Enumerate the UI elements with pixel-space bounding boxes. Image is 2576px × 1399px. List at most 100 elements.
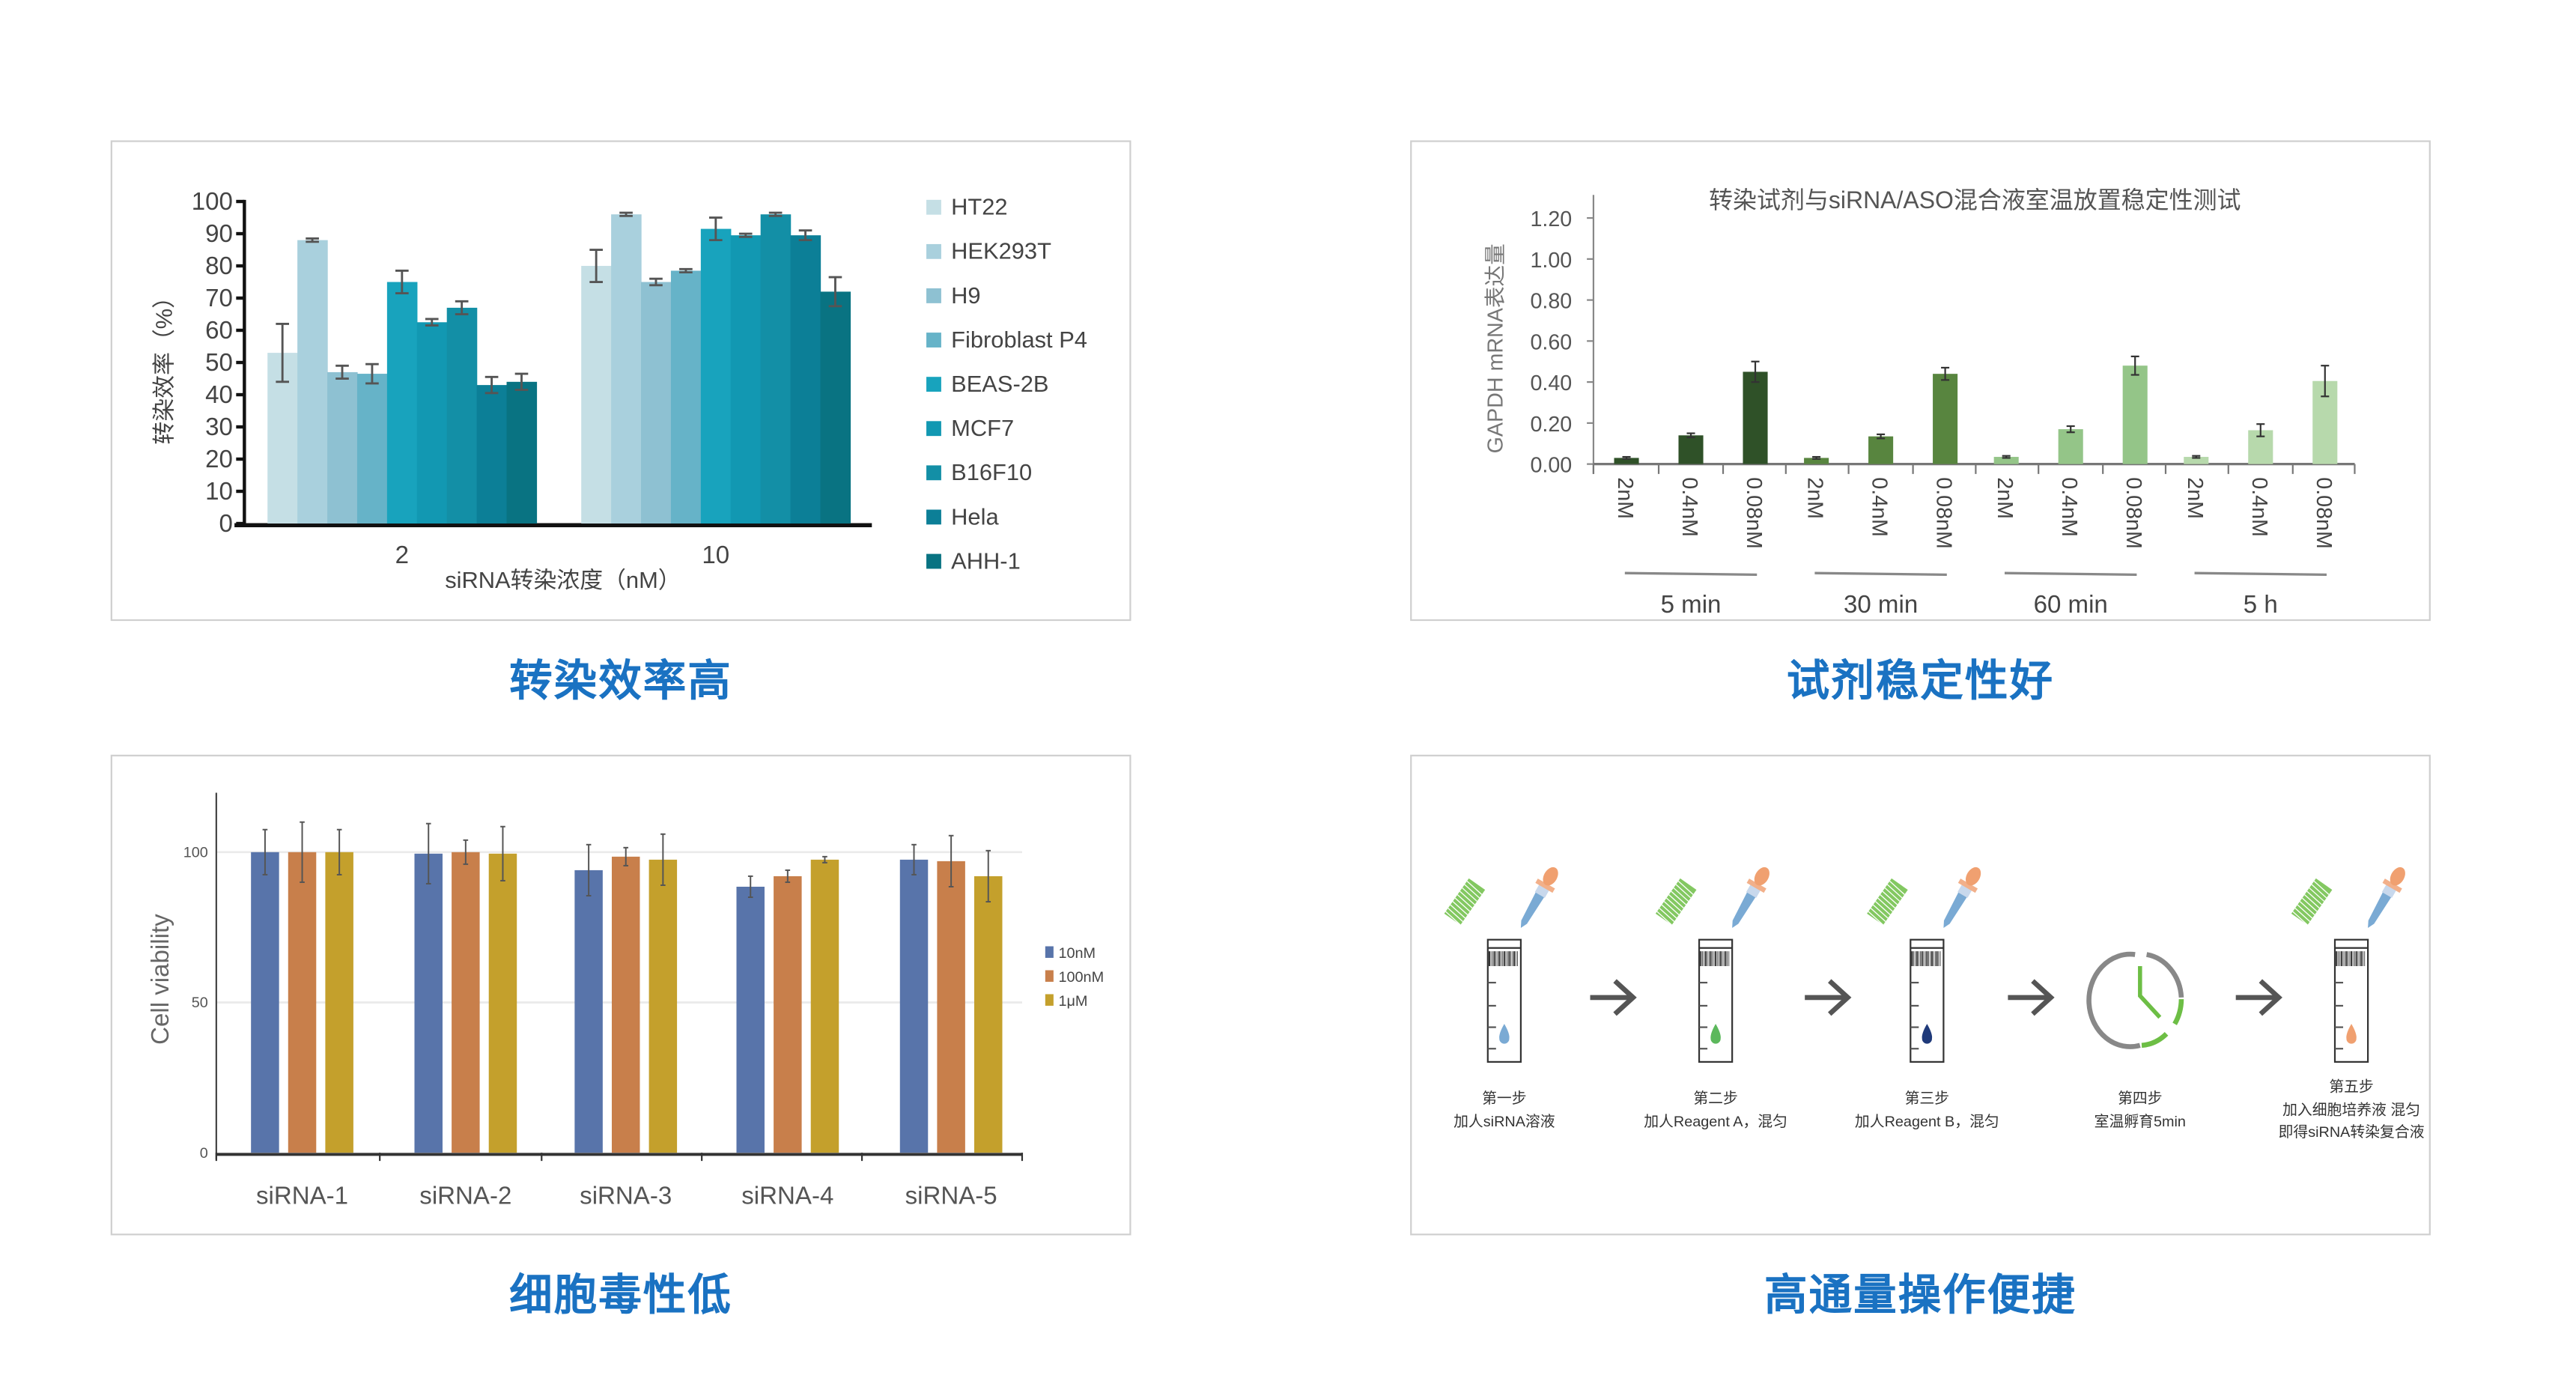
liquid-drop-icon (1499, 1024, 1510, 1044)
x-tick-label: siRNA-1 (256, 1183, 348, 1210)
bar (1933, 374, 1958, 464)
x-tick-label: 0.08nM (1932, 477, 1956, 549)
strip-hatch (1659, 908, 1675, 923)
bar-10nm (414, 853, 443, 1153)
step-description: 加入细胞培养液 混匀 (2282, 1102, 2420, 1118)
x-tick-label: 0.4nM (1868, 477, 1892, 537)
legend-swatch (926, 333, 941, 348)
group-underline (2194, 571, 2327, 577)
caption-low-cytotoxicity: 细胞毒性低 (509, 1271, 732, 1322)
bar (2122, 365, 2148, 464)
strip-hatch (1661, 904, 1677, 919)
bar (2184, 457, 2209, 464)
y-tick-label: 0.80 (1530, 290, 1572, 314)
group-underline (2004, 571, 2137, 577)
strip-hatch (2292, 911, 2308, 926)
strip-hatch (1671, 890, 1686, 905)
arrow-head (2031, 979, 2055, 1016)
legend-label: B16F10 (951, 459, 1032, 485)
bar-ht22 (581, 266, 612, 524)
liquid-drop-icon (1922, 1024, 1933, 1044)
bar-1μm (648, 859, 678, 1153)
legend-label: HEK293T (951, 238, 1051, 264)
arrow-head (1613, 979, 1637, 1016)
dropper-icon (1943, 867, 1981, 928)
y-tick-label: 0 (200, 1145, 208, 1162)
y-tick-label: 50 (205, 349, 233, 377)
step-description: 即得siRNA转染复合液 (2279, 1124, 2425, 1141)
strip-hatch (1877, 897, 1893, 912)
tube-icon (1910, 938, 1945, 1063)
group-label: 5 min (1661, 591, 1722, 619)
legend-label: BEAS-2B (951, 371, 1048, 397)
strip-hatch (1663, 901, 1680, 915)
step-title: 第四步 (2118, 1090, 2162, 1107)
x-tick-label: siRNA-2 (419, 1183, 511, 1210)
dropper-barrel (2381, 883, 2397, 898)
dropper-barrel (1534, 883, 1550, 898)
x-tick-label: 10 (702, 541, 729, 569)
x-tick-label: siRNA-4 (741, 1183, 833, 1210)
bar-100nm (937, 861, 965, 1153)
strip-hatch (1459, 890, 1475, 905)
transfection-efficiency-chart: 0 10 20 30 40 50 60 70 80 90 100 2 10 siRNA转染浓度（nM） 转染… (151, 188, 1087, 593)
arrow-right-icon (1590, 979, 1637, 1016)
bar-beas-2b (386, 282, 418, 524)
dropper-bulb (1965, 867, 1981, 886)
panel-workflow: 第一步 加人siRNA溶液 第二步 加人Reagent A，混匀 第三步 加人Reagen… (1410, 754, 2431, 1236)
legend-swatch (926, 243, 941, 259)
y-tick-label: 50 (192, 995, 208, 1011)
y-tick-label: 80 (205, 252, 233, 280)
dropper-barrel (1957, 883, 1973, 898)
bar-100nm (611, 856, 640, 1153)
bar-100nm (774, 875, 802, 1153)
arrow-right-icon (2235, 979, 2282, 1016)
legend-label: H9 (951, 282, 980, 309)
legend-label: HT22 (951, 194, 1007, 220)
step-description: 加人Reagent B，混匀 (1855, 1114, 1999, 1130)
legend-label: 100nM (1058, 969, 1104, 986)
bar-mcf7 (730, 235, 762, 524)
strip-hatch (1456, 894, 1473, 908)
step-title: 第二步 (1693, 1090, 1737, 1107)
bar-mcf7 (416, 322, 448, 524)
arrow-head (2258, 979, 2282, 1016)
x-tick-label: 2nM (2183, 477, 2207, 519)
strip-hatch (1454, 897, 1471, 912)
x-tick-label: 0.4nM (2057, 477, 2081, 537)
bar-hela (790, 235, 821, 524)
strip-hatch (1445, 911, 1461, 926)
step-description: 加人Reagent A，混匀 (1644, 1114, 1787, 1130)
y-tick-label: 40 (205, 381, 233, 409)
y-axis-label: GAPDH mRNA表达量 (1484, 243, 1508, 453)
bar-fibroblast-p4 (356, 374, 388, 524)
strip-hatch (1675, 884, 1692, 899)
bar-1μm (974, 875, 1003, 1153)
bar (1868, 436, 1894, 464)
liquid-drop-icon (1710, 1024, 1721, 1044)
green-strip-icon (1867, 878, 1908, 926)
y-tick-label: 1.20 (1530, 207, 1572, 231)
bar (1804, 458, 1829, 464)
bar (1614, 458, 1639, 464)
arrow-right-icon (2008, 979, 2055, 1016)
bar (1993, 457, 2019, 464)
caption-transfection-efficiency: 转染效率高 (509, 657, 732, 707)
green-strip-icon (1444, 878, 1486, 926)
bar-10nm (899, 859, 929, 1153)
bar-1μm (488, 853, 517, 1153)
y-tick-label: 1.00 (1530, 249, 1572, 273)
y-tick-label: 0.20 (1530, 413, 1572, 437)
reagent-stability-chart: 转染试剂与siRNA/ASO混合液室温放置稳定性测试 0.00 0.20 0.40 0.… (1484, 186, 2356, 619)
step-description: 加人siRNA溶液 (1453, 1114, 1555, 1130)
x-tick-label: siRNA-5 (905, 1183, 997, 1210)
legend-label: 1μM (1058, 993, 1087, 1010)
dropper-bulb (2390, 867, 2405, 886)
bar-1μm (810, 859, 839, 1153)
legend-swatch (926, 377, 941, 392)
x-tick-label: 2nM (1993, 477, 2017, 519)
x-tick-label: 2 (395, 541, 409, 569)
bar-ahh-1 (506, 381, 538, 524)
legend-swatch (926, 199, 941, 215)
